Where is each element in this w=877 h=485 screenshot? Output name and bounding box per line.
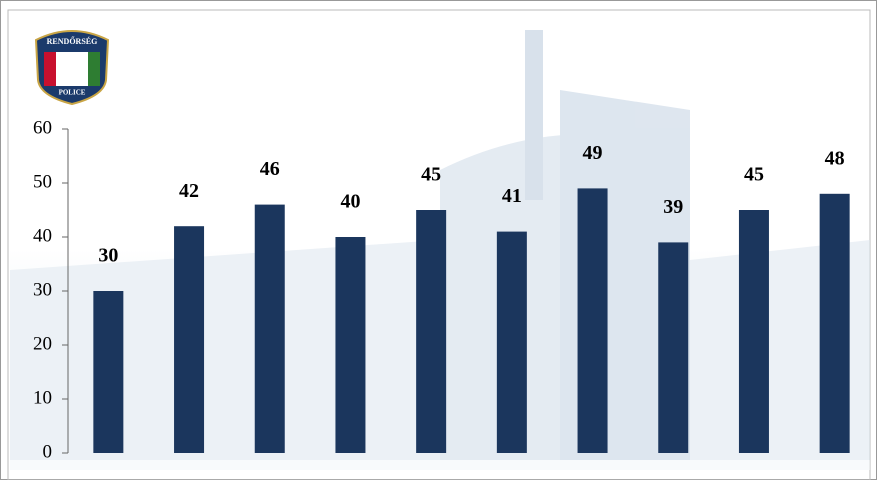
data-label: 30 bbox=[98, 245, 118, 267]
bar bbox=[416, 210, 447, 453]
data-label: 41 bbox=[502, 185, 522, 207]
data-label: 45 bbox=[421, 164, 441, 186]
data-label: 42 bbox=[179, 180, 199, 202]
bar bbox=[658, 242, 689, 453]
y-tick-label: 20 bbox=[33, 333, 52, 354]
data-label: 40 bbox=[340, 191, 360, 213]
data-label: 49 bbox=[583, 142, 603, 164]
bar bbox=[577, 188, 608, 453]
bar bbox=[254, 204, 285, 453]
bar bbox=[819, 193, 850, 454]
bar bbox=[496, 231, 527, 453]
data-label: 48 bbox=[825, 147, 845, 169]
logo-top-text: RENDŐRSÉG bbox=[47, 36, 98, 46]
logo: RENDŐRSÉG POLICE bbox=[34, 30, 110, 106]
bar bbox=[93, 291, 124, 453]
bar bbox=[335, 237, 366, 453]
bar bbox=[174, 226, 205, 453]
y-tick-label: 30 bbox=[33, 279, 52, 300]
logo-bottom-text: POLICE bbox=[59, 89, 86, 97]
y-tick-label: 50 bbox=[33, 171, 52, 192]
y-tick-label: 0 bbox=[43, 441, 53, 462]
data-label: 46 bbox=[260, 158, 280, 180]
bar bbox=[738, 210, 769, 453]
data-label: 39 bbox=[663, 196, 683, 218]
y-tick-label: 40 bbox=[33, 225, 52, 246]
y-tick-label: 10 bbox=[33, 387, 52, 408]
y-tick-label: 60 bbox=[33, 117, 52, 138]
data-label: 45 bbox=[744, 164, 764, 186]
